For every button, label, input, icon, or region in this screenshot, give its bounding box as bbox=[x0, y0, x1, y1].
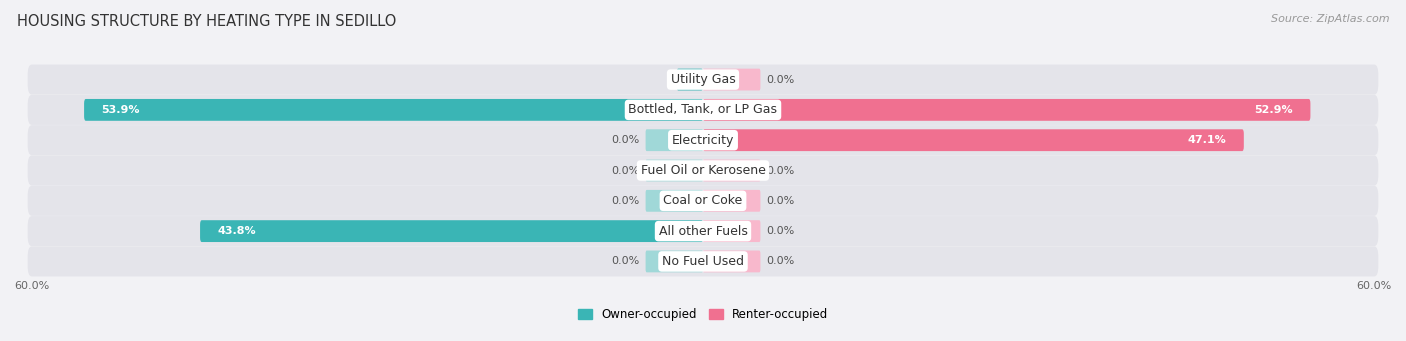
Legend: Owner-occupied, Renter-occupied: Owner-occupied, Renter-occupied bbox=[572, 303, 834, 325]
FancyBboxPatch shape bbox=[84, 99, 703, 121]
FancyBboxPatch shape bbox=[28, 64, 1378, 94]
FancyBboxPatch shape bbox=[28, 125, 1378, 155]
Text: 60.0%: 60.0% bbox=[1357, 281, 1392, 291]
Text: 0.0%: 0.0% bbox=[766, 165, 794, 176]
Text: Bottled, Tank, or LP Gas: Bottled, Tank, or LP Gas bbox=[628, 103, 778, 116]
Text: Electricity: Electricity bbox=[672, 134, 734, 147]
Text: Source: ZipAtlas.com: Source: ZipAtlas.com bbox=[1271, 14, 1389, 24]
FancyBboxPatch shape bbox=[703, 160, 761, 181]
Text: 52.9%: 52.9% bbox=[1254, 105, 1294, 115]
Text: 43.8%: 43.8% bbox=[218, 226, 256, 236]
Text: 53.9%: 53.9% bbox=[101, 105, 139, 115]
Text: Utility Gas: Utility Gas bbox=[671, 73, 735, 86]
FancyBboxPatch shape bbox=[703, 220, 761, 242]
Text: 0.0%: 0.0% bbox=[612, 196, 640, 206]
Text: HOUSING STRUCTURE BY HEATING TYPE IN SEDILLO: HOUSING STRUCTURE BY HEATING TYPE IN SED… bbox=[17, 14, 396, 29]
Text: Coal or Coke: Coal or Coke bbox=[664, 194, 742, 207]
Text: 0.0%: 0.0% bbox=[766, 196, 794, 206]
FancyBboxPatch shape bbox=[28, 247, 1378, 277]
FancyBboxPatch shape bbox=[645, 129, 703, 151]
FancyBboxPatch shape bbox=[703, 251, 761, 272]
Text: 0.0%: 0.0% bbox=[612, 165, 640, 176]
Text: 2.3%: 2.3% bbox=[693, 75, 724, 85]
FancyBboxPatch shape bbox=[28, 95, 1378, 125]
FancyBboxPatch shape bbox=[645, 251, 703, 272]
FancyBboxPatch shape bbox=[645, 160, 703, 181]
FancyBboxPatch shape bbox=[28, 186, 1378, 216]
Text: 47.1%: 47.1% bbox=[1188, 135, 1226, 145]
Text: Fuel Oil or Kerosene: Fuel Oil or Kerosene bbox=[641, 164, 765, 177]
FancyBboxPatch shape bbox=[200, 220, 703, 242]
FancyBboxPatch shape bbox=[703, 190, 761, 212]
Text: No Fuel Used: No Fuel Used bbox=[662, 255, 744, 268]
FancyBboxPatch shape bbox=[28, 155, 1378, 186]
Text: 60.0%: 60.0% bbox=[14, 281, 49, 291]
FancyBboxPatch shape bbox=[28, 216, 1378, 246]
FancyBboxPatch shape bbox=[703, 99, 1310, 121]
FancyBboxPatch shape bbox=[676, 69, 703, 90]
Text: 0.0%: 0.0% bbox=[612, 256, 640, 266]
Text: All other Fuels: All other Fuels bbox=[658, 225, 748, 238]
FancyBboxPatch shape bbox=[703, 129, 1244, 151]
Text: 0.0%: 0.0% bbox=[766, 226, 794, 236]
Text: 0.0%: 0.0% bbox=[766, 75, 794, 85]
FancyBboxPatch shape bbox=[703, 69, 761, 90]
Text: 0.0%: 0.0% bbox=[766, 256, 794, 266]
Text: 0.0%: 0.0% bbox=[612, 135, 640, 145]
FancyBboxPatch shape bbox=[645, 190, 703, 212]
